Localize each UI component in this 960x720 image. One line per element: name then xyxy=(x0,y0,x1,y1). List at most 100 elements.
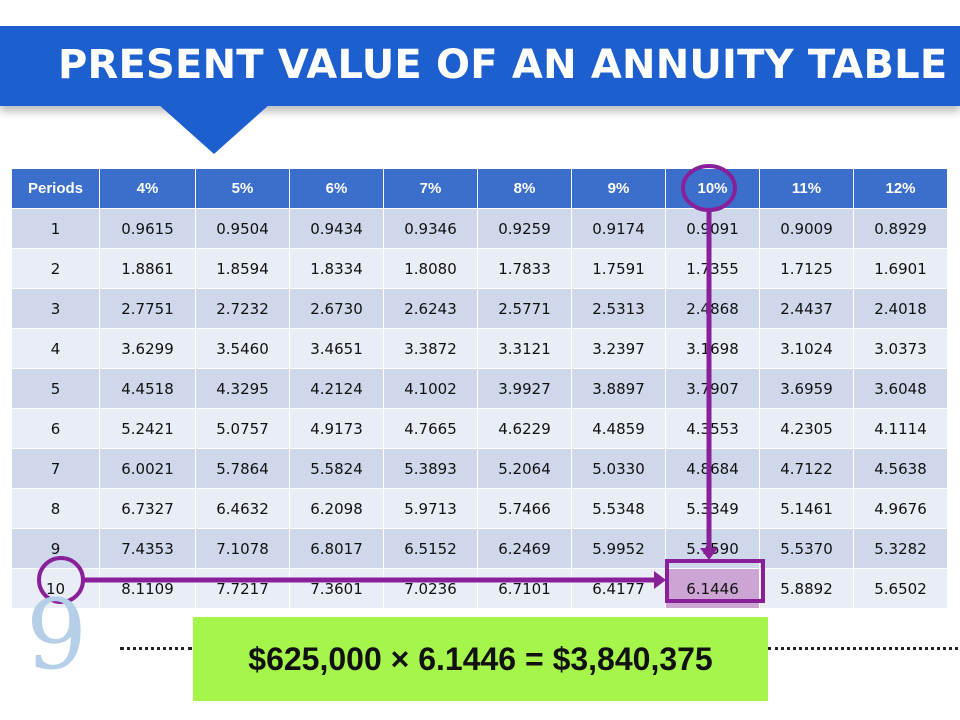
table-row: 10 8.1109 7.7217 7.3601 7.0236 6.7101 6.4177 6.… xyxy=(11,568,948,609)
period-cell: 9 xyxy=(11,528,100,569)
factor-cell: 3.6299 xyxy=(99,328,196,369)
factor-cell: 5.0330 xyxy=(571,448,666,489)
header-rate: 4% xyxy=(99,168,196,209)
factor-cell: 4.4518 xyxy=(99,368,196,409)
factor-cell: 6.4632 xyxy=(195,488,290,529)
factor-cell: 1.6901 xyxy=(853,248,948,289)
factor-cell: 0.9009 xyxy=(759,208,854,249)
title-banner: PRESENT VALUE OF AN ANNUITY TABLE xyxy=(0,26,960,106)
factor-cell: 0.9504 xyxy=(195,208,290,249)
factor-cell: 4.5638 xyxy=(853,448,948,489)
factor-cell: 6.1446 xyxy=(665,568,760,609)
factor-cell: 4.4859 xyxy=(571,408,666,449)
table-row: 1 0.9615 0.9504 0.9434 0.9346 0.9259 0.9174 0.9… xyxy=(11,208,948,249)
factor-cell: 2.5313 xyxy=(571,288,666,329)
factor-cell: 5.3893 xyxy=(383,448,478,489)
factor-cell: 1.8080 xyxy=(383,248,478,289)
table-row: 4 3.6299 3.5460 3.4651 3.3872 3.3121 3.2397 3.1… xyxy=(11,328,948,369)
factor-cell: 5.0757 xyxy=(195,408,290,449)
factor-cell: 4.1114 xyxy=(853,408,948,449)
period-cell: 5 xyxy=(11,368,100,409)
table-row: 8 6.7327 6.4632 6.2098 5.9713 5.7466 5.5348 5.3… xyxy=(11,488,948,529)
period-cell: 7 xyxy=(11,448,100,489)
factor-cell: 4.6229 xyxy=(477,408,572,449)
factor-cell: 3.1024 xyxy=(759,328,854,369)
factor-cell: 5.9713 xyxy=(383,488,478,529)
header-rate: 11% xyxy=(759,168,854,209)
factor-cell: 3.3121 xyxy=(477,328,572,369)
factor-cell: 5.7864 xyxy=(195,448,290,489)
factor-cell: 3.3872 xyxy=(383,328,478,369)
dotted-rule-left xyxy=(120,647,192,650)
factor-cell: 5.1461 xyxy=(759,488,854,529)
header-rate: 9% xyxy=(571,168,666,209)
factor-cell: 2.6243 xyxy=(383,288,478,329)
factor-cell: 5.8892 xyxy=(759,568,854,609)
formula-text: $625,000 × 6.1446 = $3,840,375 xyxy=(248,641,713,677)
factor-cell: 4.1002 xyxy=(383,368,478,409)
banner-pointer xyxy=(158,104,270,154)
factor-cell: 1.7125 xyxy=(759,248,854,289)
factor-cell: 5.2064 xyxy=(477,448,572,489)
factor-cell: 3.6959 xyxy=(759,368,854,409)
table-row: 5 4.4518 4.3295 4.2124 4.1002 3.9927 3.8897 3.7… xyxy=(11,368,948,409)
factor-cell: 5.7590 xyxy=(665,528,760,569)
header-rate: 7% xyxy=(383,168,478,209)
factor-cell: 3.4651 xyxy=(289,328,384,369)
factor-cell: 0.9615 xyxy=(99,208,196,249)
factor-cell: 5.7466 xyxy=(477,488,572,529)
factor-cell: 1.8594 xyxy=(195,248,290,289)
header-periods: Periods xyxy=(11,168,100,209)
factor-cell: 6.2098 xyxy=(289,488,384,529)
page-title: PRESENT VALUE OF AN ANNUITY TABLE xyxy=(58,42,948,88)
factor-cell: 5.2421 xyxy=(99,408,196,449)
header-rate: 6% xyxy=(289,168,384,209)
factor-cell: 5.5348 xyxy=(571,488,666,529)
table-row: 9 7.4353 7.1078 6.8017 6.5152 6.2469 5.9952 5.7… xyxy=(11,528,948,569)
factor-cell: 7.1078 xyxy=(195,528,290,569)
factor-cell: 0.9174 xyxy=(571,208,666,249)
header-rate-10-percent: 10% xyxy=(665,168,760,209)
factor-cell: 3.9927 xyxy=(477,368,572,409)
factor-cell: 6.7101 xyxy=(477,568,572,609)
header-rate: 5% xyxy=(195,168,290,209)
table-header-row: Periods 4% 5% 6% 7% 8% 9% 10% 11% 12% xyxy=(11,168,948,209)
factor-cell: 4.2305 xyxy=(759,408,854,449)
factor-cell: 5.6502 xyxy=(853,568,948,609)
table-row: 7 6.0021 5.7864 5.5824 5.3893 5.2064 5.0330 4.8… xyxy=(11,448,948,489)
factor-cell: 2.4437 xyxy=(759,288,854,329)
period-cell: 4 xyxy=(11,328,100,369)
dotted-rule-right xyxy=(768,647,958,650)
factor-cell: 0.9091 xyxy=(665,208,760,249)
factor-cell: 4.9173 xyxy=(289,408,384,449)
period-cell: 1 xyxy=(11,208,100,249)
factor-cell: 6.5152 xyxy=(383,528,478,569)
factor-cell: 3.1698 xyxy=(665,328,760,369)
period-cell: 6 xyxy=(11,408,100,449)
factor-cell: 5.5824 xyxy=(289,448,384,489)
factor-cell: 5.3349 xyxy=(665,488,760,529)
period-cell: 8 xyxy=(11,488,100,529)
factor-cell: 7.3601 xyxy=(289,568,384,609)
factor-cell: 5.5370 xyxy=(759,528,854,569)
factor-cell: 2.7751 xyxy=(99,288,196,329)
factor-cell: 7.7217 xyxy=(195,568,290,609)
factor-cell: 2.7232 xyxy=(195,288,290,329)
factor-cell: 1.8861 xyxy=(99,248,196,289)
factor-cell: 2.4018 xyxy=(853,288,948,329)
factor-cell: 2.6730 xyxy=(289,288,384,329)
factor-cell: 8.1109 xyxy=(99,568,196,609)
factor-cell: 0.9259 xyxy=(477,208,572,249)
factor-cell: 6.8017 xyxy=(289,528,384,569)
factor-cell: 3.2397 xyxy=(571,328,666,369)
factor-cell: 6.4177 xyxy=(571,568,666,609)
factor-cell: 1.8334 xyxy=(289,248,384,289)
header-rate: 8% xyxy=(477,168,572,209)
factor-cell: 1.7833 xyxy=(477,248,572,289)
factor-cell: 4.3295 xyxy=(195,368,290,409)
factor-cell: 3.7907 xyxy=(665,368,760,409)
factor-cell: 7.4353 xyxy=(99,528,196,569)
formula-box: $625,000 × 6.1446 = $3,840,375 xyxy=(193,617,768,701)
factor-cell: 3.5460 xyxy=(195,328,290,369)
